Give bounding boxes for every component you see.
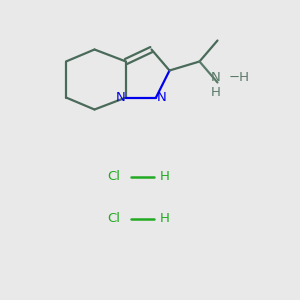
Text: −H: −H xyxy=(229,70,250,84)
Text: H: H xyxy=(160,212,170,226)
Text: H: H xyxy=(211,85,221,99)
Text: N: N xyxy=(211,70,221,84)
Text: Cl: Cl xyxy=(107,170,121,184)
Text: N: N xyxy=(116,91,125,104)
Text: H: H xyxy=(160,170,170,184)
Text: N: N xyxy=(157,91,166,104)
Text: Cl: Cl xyxy=(107,212,121,226)
